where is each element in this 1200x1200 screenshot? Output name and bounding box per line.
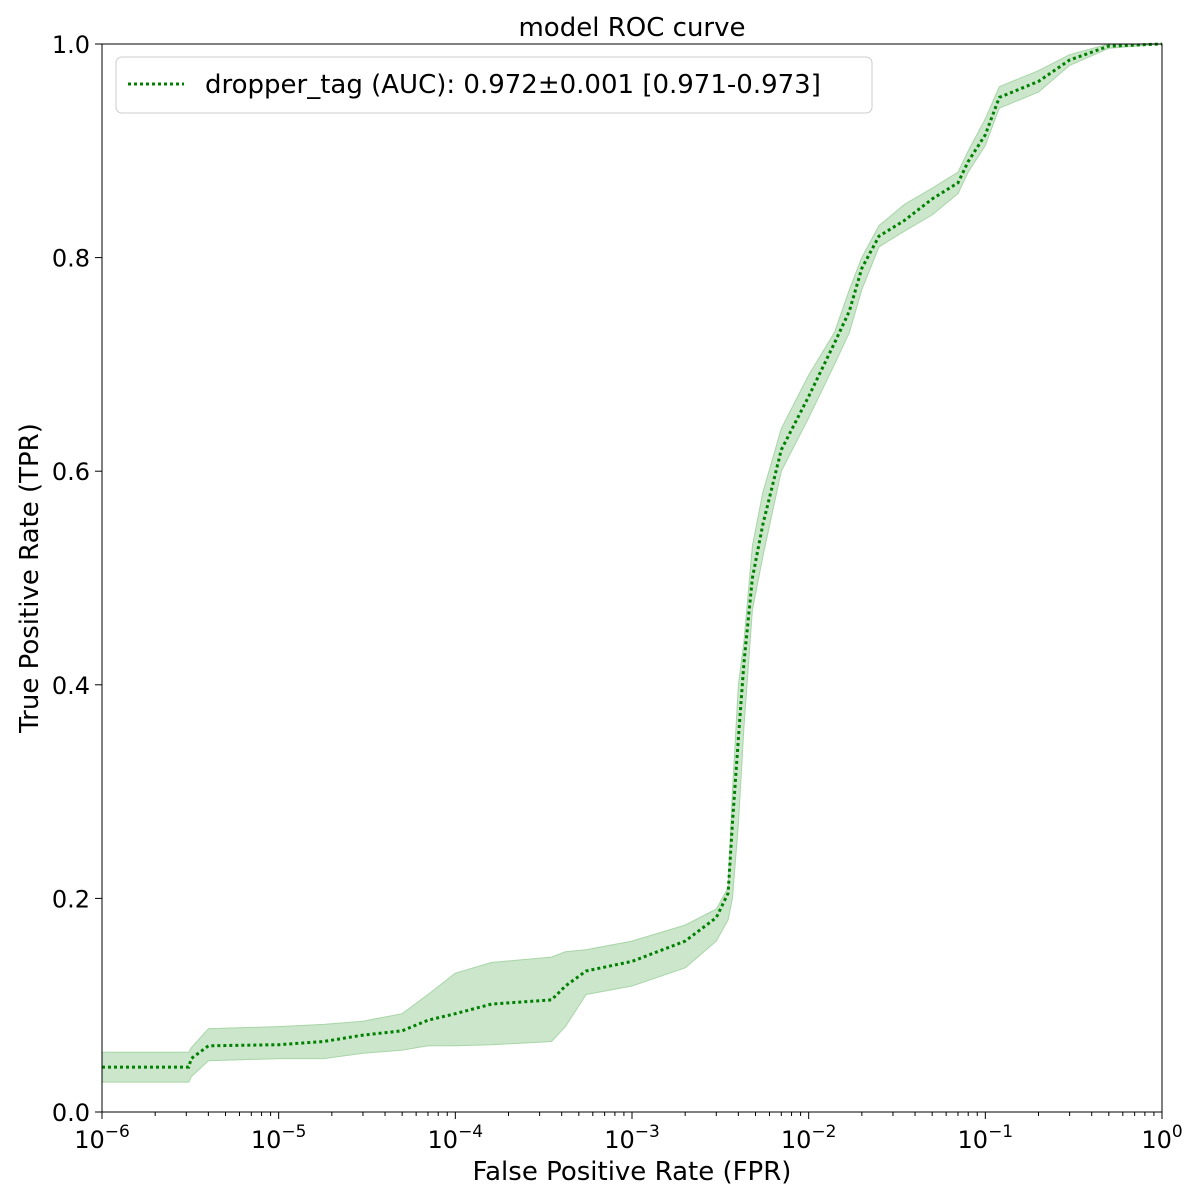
legend: dropper_tag (AUC): 0.972±0.001 [0.971-0.… (115, 56, 873, 114)
x-axis-ticks: 10−6 10−5 10−4 10−3 10−2 10−1 100 (74, 1112, 1183, 1154)
x-tick-label: 10−3 (604, 1122, 660, 1154)
x-axis-label: False Positive Rate (FPR) (473, 1157, 792, 1187)
x-tick-label: 10−1 (958, 1122, 1014, 1154)
series-line-layer (102, 42, 1163, 1069)
x-tick-label: 10−4 (428, 1122, 484, 1154)
legend-entry-label: dropper_tag (AUC): 0.972±0.001 [0.971-0.… (205, 70, 821, 100)
x-tick-label: 100 (1141, 1122, 1182, 1154)
y-tick-label: 1.0 (52, 31, 90, 59)
legend-box (115, 56, 873, 114)
series-line (102, 42, 1163, 1069)
confidence-band-layer (101, 43, 1163, 1083)
confidence-band (101, 43, 1163, 1083)
chart-title: model ROC curve (518, 13, 745, 43)
y-tick-label: 0.6 (52, 458, 90, 486)
x-tick-label: 10−6 (74, 1122, 130, 1154)
x-tick-label: 10−5 (251, 1122, 307, 1154)
y-axis-ticks: 0.0 0.2 0.4 0.6 0.8 1.0 (52, 31, 102, 1127)
x-tick-label: 10−2 (781, 1122, 837, 1154)
y-tick-label: 0.8 (52, 245, 90, 273)
y-tick-label: 0.0 (52, 1099, 90, 1127)
y-tick-label: 0.4 (52, 672, 90, 700)
y-tick-label: 0.2 (52, 885, 90, 913)
y-axis-label: True Positive Rate (TPR) (15, 423, 45, 734)
